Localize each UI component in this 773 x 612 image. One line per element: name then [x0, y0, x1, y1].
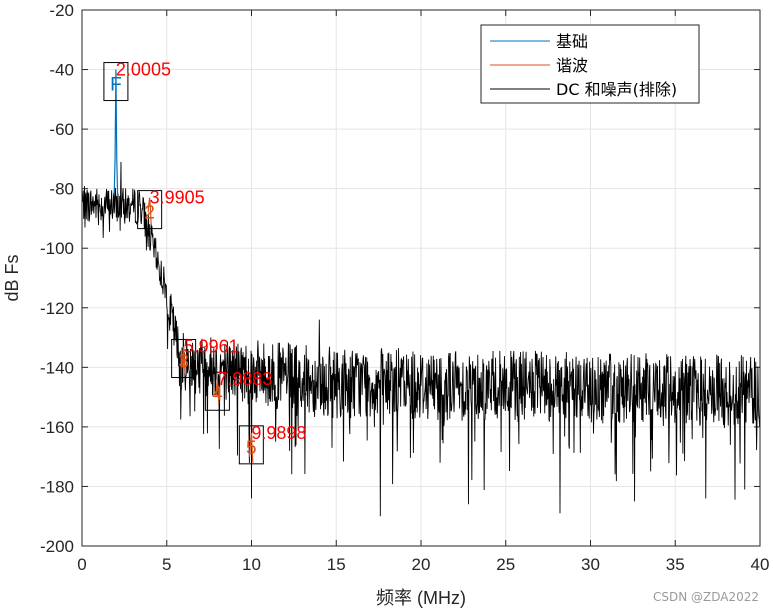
y-tick-label: -80 [49, 180, 74, 199]
x-tick-label: 15 [327, 555, 346, 574]
y-tick-label: -180 [40, 477, 74, 496]
y-tick-label: -100 [40, 239, 74, 258]
marker-symbol: 5 [246, 438, 257, 459]
marker-4: 47.9883 [204, 369, 272, 411]
legend: 基础 谐波 DC 和噪声(排除) [480, 24, 700, 104]
y-tick-label: -140 [40, 358, 74, 377]
marker-box [103, 62, 129, 102]
series-harmonic-line [248, 432, 254, 463]
series-fundamental-line [113, 69, 119, 195]
y-axis-label: dB Fs [2, 254, 22, 301]
marker-box [171, 338, 197, 378]
x-tick-label: 25 [496, 555, 515, 574]
legend-label-harmonics: 谐波 [556, 56, 588, 75]
x-tick-label: 20 [412, 555, 431, 574]
x-axis-ticks: 0 5 10 15 20 25 30 35 40 [77, 10, 769, 574]
marker-f: F2.0005 [103, 60, 171, 102]
y-tick-label: -20 [49, 1, 74, 20]
legend-box [480, 24, 700, 104]
y-tick-label: -40 [49, 61, 74, 80]
legend-label-fundamental: 基础 [556, 32, 588, 51]
series-harmonic-line [181, 346, 186, 374]
marker-value-label: 3.9905 [150, 188, 205, 208]
plot-frame [81, 9, 761, 547]
marker-value-label: 9.9898 [251, 423, 306, 443]
marker-symbol: 2 [144, 203, 155, 224]
marker-3: 35.9961 [171, 336, 239, 378]
marker-symbol: 4 [212, 384, 223, 405]
y-tick-label: -60 [49, 120, 74, 139]
y-tick-label: -160 [40, 418, 74, 437]
x-tick-label: 5 [162, 555, 171, 574]
marker-box [204, 371, 230, 411]
x-tick-label: 40 [751, 555, 770, 574]
y-tick-label: -120 [40, 299, 74, 318]
marker-5: 59.9898 [238, 423, 306, 465]
marker-value-label: 2.0005 [116, 60, 171, 80]
marker-box [137, 190, 163, 230]
series-harmonic-line [147, 197, 152, 225]
marker-box [238, 425, 264, 465]
marker-symbol: F [110, 75, 122, 96]
x-tick-label: 10 [242, 555, 261, 574]
y-tick-label: -200 [40, 537, 74, 556]
x-tick-label: 35 [666, 555, 685, 574]
x-tick-label: 30 [581, 555, 600, 574]
marker-value-label: 5.9961 [184, 336, 239, 356]
legend-label-noise: DC 和噪声(排除) [556, 80, 677, 99]
series-harmonic-line [215, 379, 220, 404]
x-tick-label: 0 [77, 555, 86, 574]
x-axis-label: 频率 (MHz) [376, 588, 466, 608]
marker-value-label: 7.9883 [217, 369, 272, 389]
marker-symbol: 3 [178, 351, 189, 372]
marker-2: 23.9905 [137, 188, 205, 230]
watermark: CSDN @ZDA2022 [652, 590, 759, 604]
